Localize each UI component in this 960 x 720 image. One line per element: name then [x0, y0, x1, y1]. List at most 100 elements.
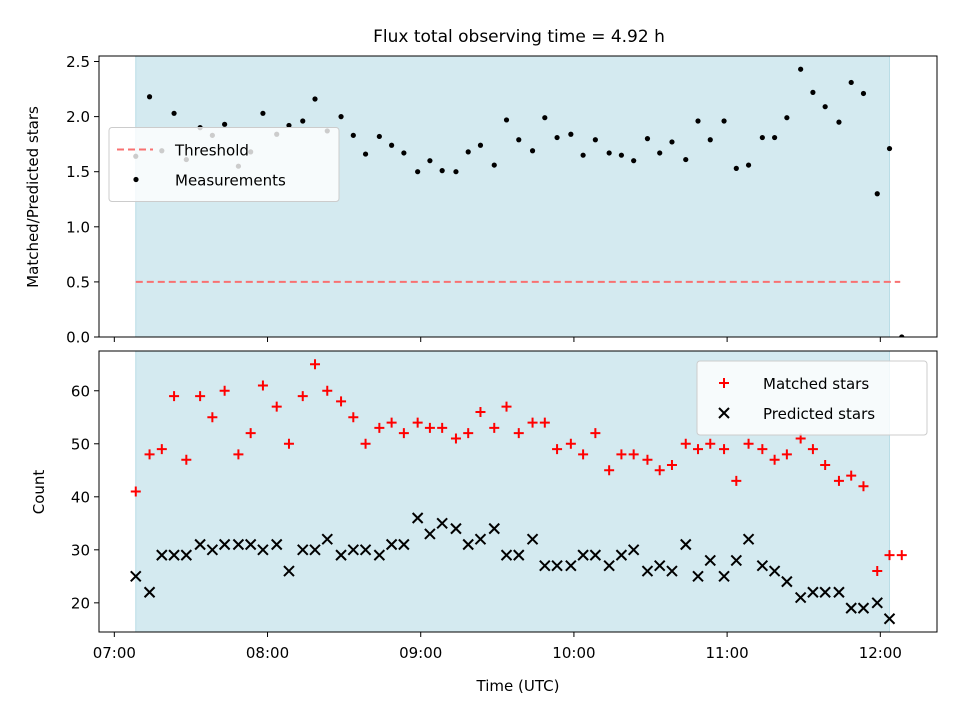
predicted-stars-point: [321, 533, 333, 545]
matched-stars-point: [872, 566, 883, 577]
y-tick-label: 1.0: [66, 218, 90, 236]
measurement-point: [618, 152, 625, 158]
predicted-stars-point: [143, 586, 156, 598]
matched-stars-point: [360, 438, 371, 449]
legend: Threshold Measurements: [108, 127, 340, 202]
matched-stars-point: [169, 391, 180, 402]
measurement-point: [529, 148, 536, 154]
matched-stars-point: [283, 438, 294, 449]
matched-stars-point: [207, 412, 218, 423]
predicted-stars-point: [603, 560, 615, 572]
matched-stars-point: [412, 417, 423, 428]
predicted-stars-point: [565, 560, 577, 572]
ratio-panel: 0.0 0.5 1.0 1.5 2.0 2.5 Threshold Measurements: [66, 53, 938, 347]
predicted-stars-point: [833, 586, 845, 598]
predicted-stars-point: [551, 560, 563, 572]
legend-matched-swatch: [719, 378, 729, 388]
y-tick-label: 20: [71, 594, 90, 612]
predicted-stars-point: [871, 597, 883, 609]
measurement-point: [516, 137, 522, 143]
predicted-stars-point: [883, 613, 896, 625]
measurement-point: [362, 151, 369, 157]
predicted-stars-point: [283, 565, 295, 577]
matched-stars-point: [680, 438, 691, 449]
matched-stars-point: [219, 385, 230, 396]
predicted-stars-point: [335, 549, 347, 561]
matched-stars-point: [666, 459, 677, 470]
matched-stars-point: [424, 422, 435, 433]
measurement-point: [542, 115, 548, 121]
measurement-point: [312, 96, 318, 102]
matched-stars-point: [257, 380, 268, 391]
matched-stars-point: [475, 406, 486, 417]
y-tick-label: 0.0: [66, 329, 90, 347]
x-tick-label: 09:00: [399, 644, 442, 662]
predicted-stars-point: [194, 538, 206, 551]
measurement-point: [822, 104, 828, 110]
matched-stars-point: [144, 449, 155, 460]
measurement-point: [491, 162, 497, 168]
predicted-stars-point: [768, 565, 781, 577]
predicted-stars-point: [462, 538, 474, 551]
matched-stars-point: [450, 433, 461, 444]
legend: Matched stars Predicted stars: [696, 360, 928, 436]
predicted-stars-point: [845, 602, 857, 614]
predicted-stars-point: [704, 554, 716, 567]
measurement-point: [300, 118, 306, 124]
measurement-point: [260, 110, 266, 116]
matched-stars-point: [156, 444, 167, 455]
legend-frame: [696, 360, 928, 436]
measurement-point: [376, 133, 382, 140]
measurement-point: [886, 145, 893, 152]
predicted-stars-point: [730, 554, 743, 567]
matched-stars-point: [297, 391, 308, 402]
matched-stars-point: [463, 428, 474, 439]
predicted-stars-point: [309, 544, 321, 556]
matched-stars-point: [565, 438, 576, 449]
matched-stars-point: [833, 475, 844, 486]
predicted-stars-point: [257, 544, 269, 556]
predicted-stars-point: [180, 549, 193, 561]
matched-stars-point: [693, 444, 704, 455]
x-axis-label: Time (UTC): [476, 677, 560, 695]
matched-stars-point: [743, 438, 754, 449]
measurement-point: [836, 119, 842, 125]
measurement-point: [899, 334, 905, 337]
measurement-point: [389, 142, 395, 148]
measurement-point: [745, 162, 752, 168]
predicted-stars-point: [218, 538, 231, 551]
y-tick-label: 1.5: [66, 163, 90, 181]
predicted-stars-point: [206, 544, 219, 556]
measurement-point: [554, 134, 560, 141]
matched-stars-point: [642, 454, 653, 465]
predicted-stars-point: [577, 549, 589, 561]
predicted-stars-point: [807, 586, 819, 598]
measurement-point: [401, 150, 407, 156]
measurement-point: [592, 137, 598, 143]
predicted-stars-point: [130, 570, 142, 583]
x-tick-label: 07:00: [93, 644, 136, 662]
predicted-stars-point: [589, 549, 602, 561]
matched-stars-point: [489, 422, 500, 433]
measurement-point: [810, 89, 816, 95]
predicted-stars-point: [680, 538, 692, 551]
y-tick-label: 60: [71, 382, 90, 400]
measurement-point: [568, 131, 574, 137]
matched-stars-point: [807, 444, 818, 455]
legend-entry-label: Predicted stars: [763, 405, 875, 423]
measurement-point: [465, 149, 471, 155]
y-tick-label: 40: [71, 488, 90, 506]
predicted-stars-point: [539, 560, 551, 572]
measurement-point: [657, 150, 663, 156]
predicted-stars-point: [232, 538, 245, 551]
measurement-point: [222, 121, 228, 127]
matched-stars-point: [130, 486, 141, 497]
matched-stars-point: [578, 449, 589, 460]
measurement-point: [860, 90, 867, 97]
predicted-stars-point: [857, 602, 870, 614]
predicted-stars-point: [627, 544, 640, 556]
matched-stars-point: [628, 449, 639, 460]
predicted-stars-point: [168, 549, 180, 561]
measurement-point: [580, 152, 586, 158]
matched-stars-point: [757, 444, 768, 455]
